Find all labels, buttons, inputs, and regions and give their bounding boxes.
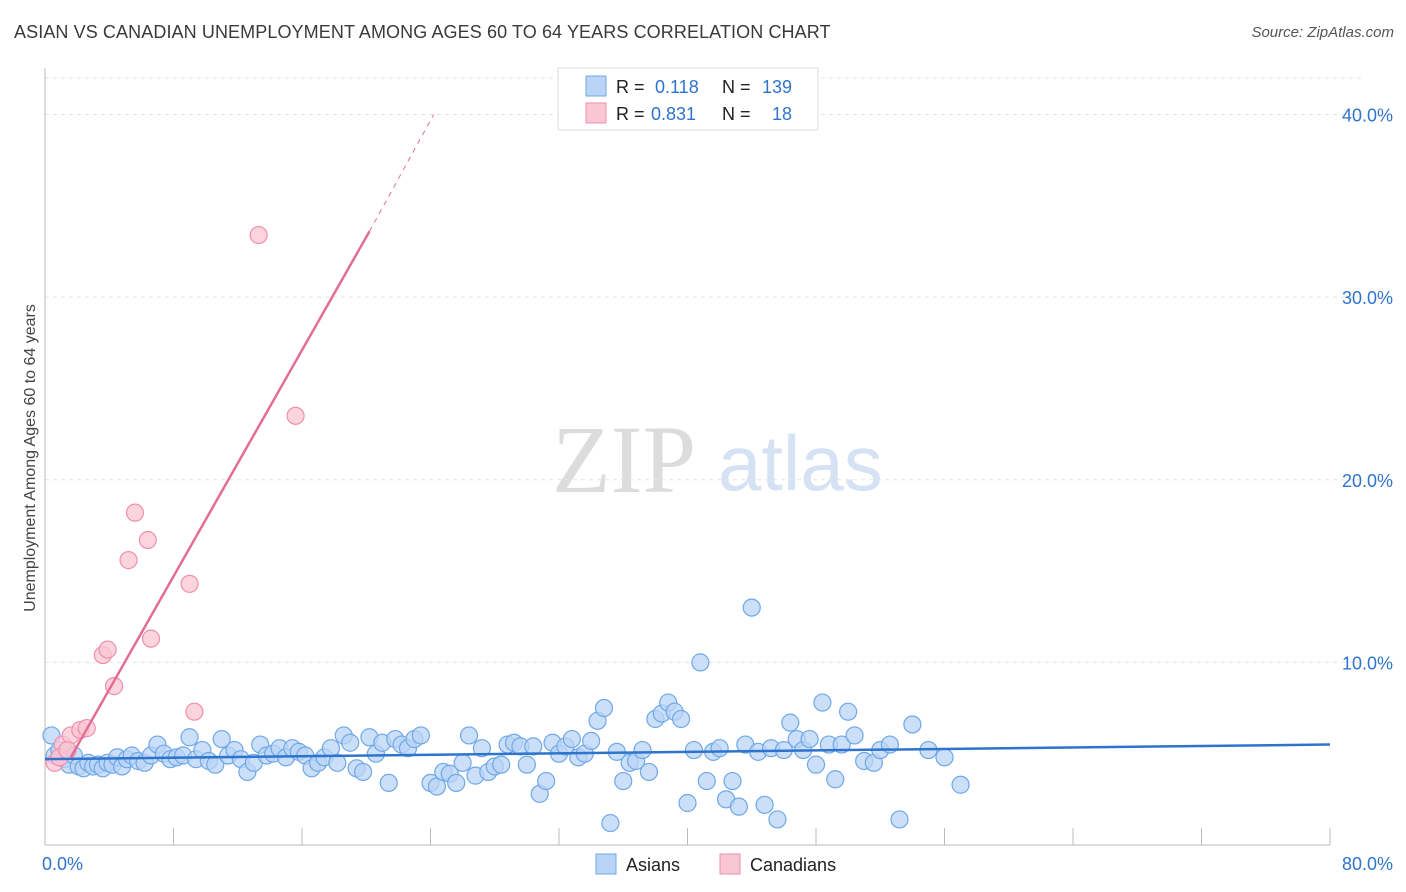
y-axis-label: Unemployment Among Ages 60 to 64 years: [22, 304, 39, 612]
canadians-point: [185, 702, 204, 721]
asians-point: [684, 740, 704, 760]
asians-point: [826, 770, 845, 789]
bottom-legend-swatch-canadians: [719, 853, 741, 875]
asians-point: [697, 771, 716, 791]
watermark-atlas: atlas: [718, 419, 883, 507]
asians-point: [678, 793, 697, 813]
y-tick-label: 30.0%: [1342, 288, 1393, 308]
asians-point: [806, 755, 826, 774]
asians-point: [582, 731, 601, 751]
grid-lines: [45, 77, 1365, 663]
asians-point: [180, 728, 199, 747]
asians-point: [353, 762, 373, 782]
asians-point: [768, 810, 787, 829]
x-tick-label-end: 80.0%: [1342, 854, 1393, 874]
legend-r-value-asians: 0.118: [655, 77, 699, 97]
asians-point: [379, 773, 398, 793]
asians-point: [890, 810, 909, 829]
asians-point: [517, 755, 536, 774]
tick-labels: 10.0% 20.0% 30.0% 40.0% 0.0% 80.0%: [42, 106, 1393, 874]
asians-point: [411, 726, 430, 745]
asians-point: [800, 729, 819, 749]
asians-point: [839, 702, 858, 721]
y-tick-label: 10.0%: [1342, 653, 1393, 673]
y-tick-label: 40.0%: [1342, 106, 1393, 126]
asians-point: [459, 726, 479, 745]
asians-point: [562, 729, 581, 749]
asians-point: [594, 698, 614, 718]
asians-point: [781, 713, 800, 732]
asians-point: [755, 795, 774, 814]
asians-point: [341, 733, 360, 752]
legend-swatch-canadians: [585, 102, 607, 124]
asians-point: [742, 598, 761, 617]
canadians-trend-line: [69, 230, 371, 758]
canadians-point: [141, 629, 161, 648]
canadians-point: [249, 225, 268, 245]
asians-point: [524, 737, 543, 756]
legend-r-value-canadians: 0.831: [651, 104, 696, 124]
asians-point: [212, 729, 231, 749]
asians-point: [935, 748, 954, 767]
asians-point: [639, 762, 659, 782]
asians-point: [691, 653, 710, 672]
bottom-legend-label-asians: Asians: [626, 855, 680, 875]
legend-n-label-canadians: N =: [722, 104, 751, 124]
asians-point: [723, 771, 742, 791]
legend-swatch-asians: [585, 75, 607, 97]
canadians-point: [98, 640, 117, 659]
asians-point: [729, 797, 749, 816]
asians-point: [832, 735, 851, 754]
asians-point: [328, 753, 347, 772]
asians-point: [537, 771, 556, 791]
asians-point: [845, 726, 864, 745]
legend-n-label-asians: N =: [722, 77, 751, 97]
bottom-legend-swatch-asians: [595, 853, 617, 875]
asians-point: [710, 739, 729, 758]
asians-trend-line: [44, 743, 1331, 761]
legend-n-value-canadians: 18: [772, 104, 792, 124]
asians-point: [472, 739, 491, 758]
axes: [44, 68, 1331, 846]
canadians-point: [119, 551, 138, 570]
y-tick-label: 20.0%: [1342, 471, 1393, 491]
asians-point: [447, 773, 466, 793]
source-label: Source: ZipAtlas.com: [1251, 24, 1394, 41]
asians-point: [951, 775, 970, 794]
series-legend: Asians Canadians: [595, 853, 836, 875]
legend-n-value-asians: 139: [762, 77, 792, 97]
legend-r-label-canadians: R =: [616, 104, 645, 124]
asians-point: [903, 715, 922, 734]
canadians-point: [286, 406, 305, 425]
asians-point: [601, 813, 620, 833]
asians-point: [453, 753, 472, 772]
watermark-zip: ZIP: [552, 406, 696, 513]
asians-point: [813, 693, 832, 712]
chart-title: ASIAN VS CANADIAN UNEMPLOYMENT AMONG AGE…: [14, 22, 831, 42]
asians-point: [671, 709, 691, 729]
data-points: [42, 225, 970, 833]
bottom-legend-label-canadians: Canadians: [750, 855, 836, 875]
x-tick-label-start: 0.0%: [42, 854, 83, 874]
canadians-point: [180, 574, 199, 593]
asians-point: [614, 771, 633, 791]
asians-point: [492, 755, 511, 774]
canadians-trend-extension: [369, 114, 435, 232]
trend-lines: [44, 114, 1331, 761]
canadians-point: [125, 503, 145, 522]
asians-point: [633, 740, 652, 760]
legend-r-label-asians: R =: [616, 77, 645, 97]
stats-legend: R = 0.118 N = 139 R = 0.831 N = 18: [557, 67, 819, 131]
canadians-point: [138, 530, 157, 550]
